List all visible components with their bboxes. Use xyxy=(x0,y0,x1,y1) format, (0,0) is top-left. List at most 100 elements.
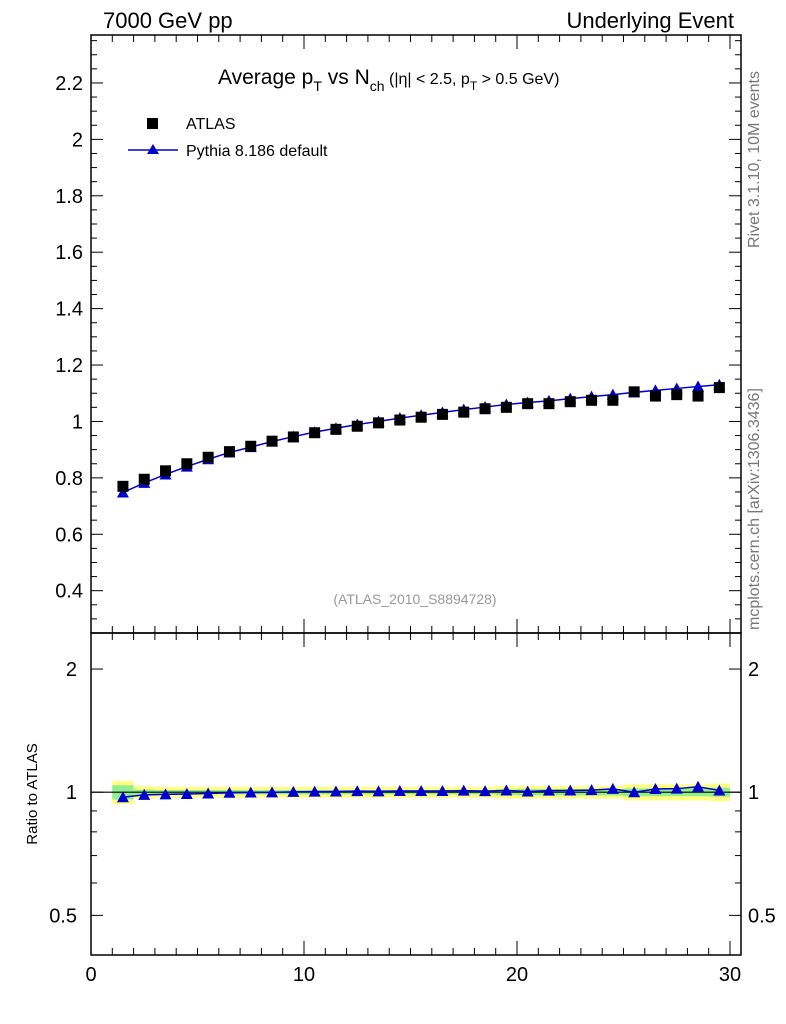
atlas-point xyxy=(586,394,598,406)
ratio-point xyxy=(564,784,577,796)
atlas-point xyxy=(223,446,235,458)
x-tick-label: 10 xyxy=(293,964,315,986)
ratio-point xyxy=(606,782,619,794)
ratio-y-tick-label-left: 2 xyxy=(66,659,77,681)
ratio-point xyxy=(329,785,342,797)
title-part-a: Average p xyxy=(218,66,313,89)
title-part-c: (|η| < 2.5, p xyxy=(385,71,470,88)
main-y-tick-label: 2.2 xyxy=(55,73,83,95)
ratio-point xyxy=(542,784,555,796)
atlas-point xyxy=(117,480,129,492)
ratio-point xyxy=(202,787,215,799)
title-sub-c: T xyxy=(470,79,478,93)
ratio-point xyxy=(436,784,449,796)
ratio-point xyxy=(244,786,257,798)
main-y-tick-label: 1.6 xyxy=(55,242,83,264)
data-series xyxy=(117,382,725,492)
atlas-point xyxy=(479,403,491,415)
title-part-b: vs N xyxy=(322,66,370,89)
main-y-tick-label: 1.8 xyxy=(55,186,83,208)
legend-marker-mc xyxy=(147,144,159,154)
atlas-point xyxy=(330,423,342,435)
atlas-point xyxy=(138,473,150,485)
ratio-point xyxy=(266,786,279,798)
legend-label-mc: Pythia 8.186 default xyxy=(186,143,328,160)
legend-label-atlas: ATLAS xyxy=(186,116,236,133)
ratio-frame-rect xyxy=(90,632,742,956)
atlas-point xyxy=(500,401,512,413)
atlas-point xyxy=(671,389,683,401)
analysis-annotation: (ATLAS_2010_S8894728) xyxy=(333,591,496,607)
ratio-point xyxy=(692,780,705,792)
atlas-point xyxy=(522,398,534,410)
mc-line xyxy=(122,384,720,494)
title-sub-a: T xyxy=(313,78,322,94)
legend-marker-atlas xyxy=(147,118,158,129)
main-y-tick-label: 0.6 xyxy=(55,524,83,546)
ratio-point xyxy=(585,784,598,796)
ratio-point xyxy=(223,786,236,798)
atlas-point xyxy=(181,458,193,470)
main-y-ticks: 0.4 0.6 0.8 1 1.2 1.4 1.6 1.8 2 2.2 xyxy=(55,40,741,634)
atlas-point xyxy=(692,390,704,402)
ratio-point xyxy=(159,788,172,800)
ratio-point xyxy=(628,786,641,798)
ratio-point xyxy=(415,784,428,796)
main-y-tick-label: 1.4 xyxy=(55,299,83,321)
atlas-point xyxy=(436,408,448,420)
x-tick-label: 0 xyxy=(85,964,96,986)
atlas-point xyxy=(266,435,278,447)
ratio-y-tick-label-left: 1 xyxy=(66,782,77,804)
atlas-point xyxy=(415,411,427,423)
ratio-point xyxy=(116,791,129,803)
atlas-point xyxy=(628,386,640,398)
ratio-y-ticks: 0.5 0.5 1 1 2 2 xyxy=(49,659,776,956)
ratio-point xyxy=(457,784,470,796)
ratio-y-label: Ratio to ATLAS xyxy=(24,743,41,844)
x-tick-label: 30 xyxy=(719,964,741,986)
atlas-point xyxy=(543,398,555,410)
ratio-point xyxy=(308,785,321,797)
legend: ATLAS Pythia 8.186 default xyxy=(128,116,328,160)
ratio-point xyxy=(287,785,300,797)
ratio-point xyxy=(500,784,513,796)
ratio-series xyxy=(116,780,726,803)
main-y-tick-label: 0.8 xyxy=(55,468,83,490)
atlas-point xyxy=(287,431,299,443)
main-y-tick-label: 1.2 xyxy=(55,355,83,377)
atlas-point xyxy=(649,390,661,402)
ratio-point xyxy=(649,783,662,795)
atlas-point xyxy=(309,427,321,439)
main-y-tick-label: 0.4 xyxy=(55,581,83,603)
atlas-point xyxy=(202,451,214,463)
main-y-tick-label: 1 xyxy=(72,411,83,433)
atlas-point xyxy=(607,394,619,406)
ratio-point xyxy=(372,785,385,797)
x-tick-label: 20 xyxy=(506,964,528,986)
main-y-tick-label: 2 xyxy=(72,129,83,151)
ratio-y-tick-label-right: 2 xyxy=(748,659,759,681)
atlas-point xyxy=(351,420,363,432)
atlas-point xyxy=(564,396,576,408)
atlas-point xyxy=(160,465,172,477)
ratio-y-tick-label-left: 0.5 xyxy=(49,905,77,927)
ratio-point xyxy=(180,787,193,799)
title-sub-b: ch xyxy=(370,78,385,94)
header-left: 7000 GeV pp xyxy=(103,8,233,33)
header-right: Underlying Event xyxy=(566,8,734,33)
ratio-point xyxy=(138,788,151,800)
ratio-point xyxy=(479,785,492,797)
ratio-y-tick-label-right: 0.5 xyxy=(748,905,776,927)
atlas-point xyxy=(458,406,470,418)
atlas-point xyxy=(373,417,385,429)
mc-point xyxy=(116,486,129,498)
atlas-point xyxy=(713,382,725,394)
ratio-point xyxy=(713,784,726,796)
ratio-point xyxy=(521,785,534,797)
chart-title: Average pT vs Nch (|η| < 2.5, pT > 0.5 G… xyxy=(218,66,559,94)
atlas-point xyxy=(245,440,257,452)
ratio-y-tick-label-right: 1 xyxy=(748,782,759,804)
mc-point xyxy=(692,380,705,392)
x-ticks: 0 10 20 30 xyxy=(85,35,741,986)
